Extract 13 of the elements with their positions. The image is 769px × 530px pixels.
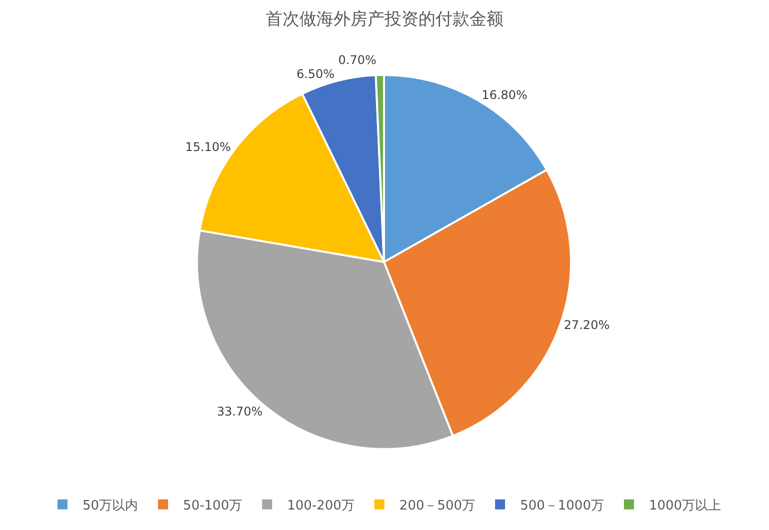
chart-title: 首次做海外房产投资的付款金额 xyxy=(266,10,504,30)
data-label: 16.80% xyxy=(482,88,528,102)
data-label: 6.50% xyxy=(296,67,335,82)
legend-label: 500－1000万 xyxy=(520,498,604,514)
legend-label: 200－500万 xyxy=(399,498,476,514)
legend-label: 1000万以上 xyxy=(648,498,722,514)
legend-label: 50万以内 xyxy=(82,498,138,514)
legend-label: 100-200万 xyxy=(287,498,354,514)
data-label: 0.70% xyxy=(338,53,376,68)
legend-label: 50-100万 xyxy=(183,498,242,514)
data-label: 15.10% xyxy=(185,140,231,154)
data-label: 27.20% xyxy=(564,318,610,332)
data-label: 33.70% xyxy=(216,404,263,418)
